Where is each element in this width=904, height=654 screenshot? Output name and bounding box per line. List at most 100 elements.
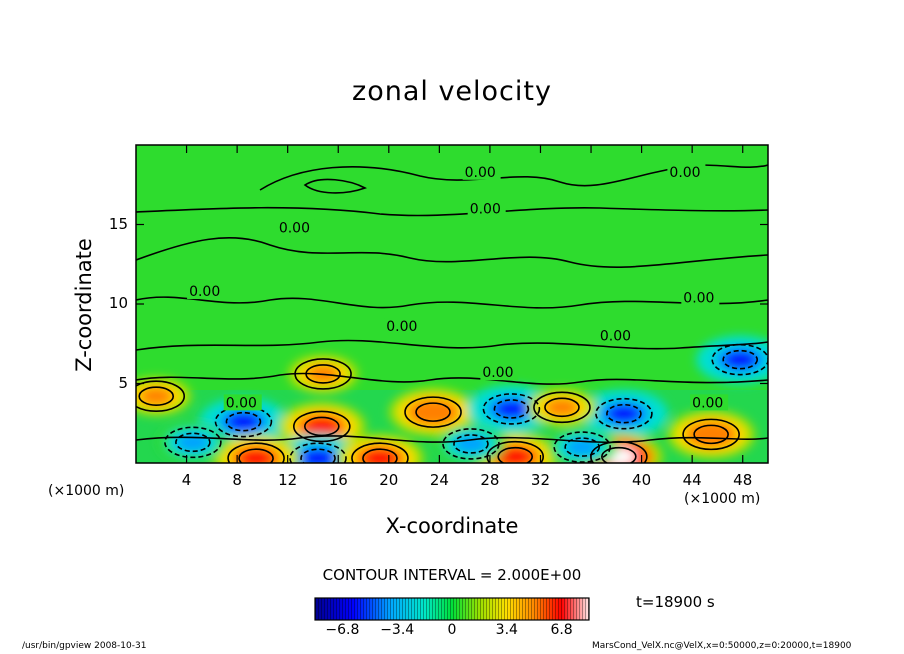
feature-contour [606,403,642,424]
colorbar-tick-label: 3.4 [495,622,518,638]
x-tick-label: 8 [232,471,242,489]
velocity-feature [239,449,274,463]
feature-contour [544,397,580,418]
colorbar [314,597,590,621]
feature-contour [289,442,347,463]
contour-label: 0.00 [482,365,513,381]
x-tick-label: 28 [480,471,500,489]
footer-source: MarsCond_VelX.nc@VelX,x=0:50000,z=0:2000… [592,641,852,651]
x-tick-label: 16 [328,471,348,489]
feature-contour [442,428,500,460]
feature-contour [553,431,611,463]
contour-label-bg [276,219,315,236]
contour-label-bg [690,394,729,411]
contour-line [303,178,367,194]
contour-line [136,339,768,351]
x-tick-label: 48 [733,471,753,489]
feature-contour [294,358,352,390]
x-tick-label: 12 [278,471,298,489]
velocity-feature [723,350,758,369]
contour-label: 0.00 [465,165,496,181]
y-tick-label: 15 [108,214,128,233]
feature-contour [175,432,211,453]
contour-label: 0.00 [669,165,700,181]
feature-contour [601,446,637,463]
velocity-feature [226,412,261,431]
x-tick-label: 4 [181,471,192,489]
contour-label-bg [384,318,423,335]
y-tick-label: 5 [118,373,128,392]
feature-contour [493,399,530,419]
velocity-feature [139,387,174,406]
y-tick-label: 10 [108,294,128,312]
velocity-feature [304,417,339,436]
feature-contour [693,424,729,445]
contour-label-bg [597,327,636,344]
feature-contour [293,410,351,443]
x-tick-label: 32 [530,471,551,489]
contour-label: 0.00 [683,290,714,306]
colorbar-tick-label: −6.8 [325,622,360,638]
feature-contour [362,448,398,463]
feature-contour [164,426,222,459]
contour-label-bg [187,283,226,300]
contour-label: 0.00 [279,220,310,236]
contour-label: 0.00 [470,201,501,217]
feature-contour [225,411,262,432]
colorbar-frame [314,597,590,621]
contour-interval-label: CONTOUR INTERVAL = 2.000E+00 [322,566,582,584]
feature-contour [138,386,175,407]
time-label: t=18900 s [636,593,715,611]
feature-contour [136,380,186,413]
feature-contour [682,418,740,451]
contour-label-bg [480,364,519,381]
y-axis-label: Z-coordinate [72,238,96,372]
feature-contour [453,434,489,454]
contour-label-bg [462,163,501,180]
feature-contour [404,396,462,428]
contour-label-bg [467,200,506,217]
chart-title: zonal velocity [352,76,552,107]
contour-line [136,236,768,268]
feature-contour [482,393,541,425]
x-tick-label: 20 [379,471,399,489]
feature-contour [595,397,653,430]
feature-contour [214,405,273,438]
colorbar-tick-label: −3.4 [380,622,415,638]
feature-contour [497,446,533,463]
x-unit-left: (×1000 m) [48,483,125,499]
contour-label-bg [223,394,262,411]
feature-contour [351,442,409,463]
feature-contour [305,364,341,384]
feature-contour [722,349,758,370]
contour-line [136,206,768,217]
feature-contour [711,343,768,376]
x-axis-label: X-coordinate [385,514,519,538]
feature-contour [304,416,340,437]
contour-label: 0.00 [386,319,417,335]
feature-contour [238,448,274,463]
feature-contour [564,437,600,457]
x-tick-label: 40 [632,471,652,489]
footer-program: /usr/bin/gpview 2008-10-31 [22,641,147,651]
velocity-feature [565,438,600,457]
colorbar-stripes [315,598,589,620]
contour-label: 0.00 [189,284,220,300]
x-tick-label: 24 [429,471,449,489]
heatmap-field: 0.00 0.00 0.00 0.00 0.00 0.00 0.00 0.00 0.00 0.00… [136,145,768,463]
contour-label: 0.00 [692,395,723,411]
contour-line [136,435,768,444]
x-tick-label: 36 [581,471,601,489]
velocity-feature [301,449,336,463]
feature-contour [227,442,285,463]
colorbar-tick-label: 6.8 [550,622,573,638]
contour-line [136,372,768,385]
feature-contour [533,391,591,424]
velocity-feature [498,447,533,463]
contour-label: 0.00 [226,395,257,411]
velocity-feature [494,399,529,418]
x-tick-label: 44 [682,471,702,489]
velocity-feature [416,403,451,422]
colorbar-tick-label: 0 [447,622,457,638]
